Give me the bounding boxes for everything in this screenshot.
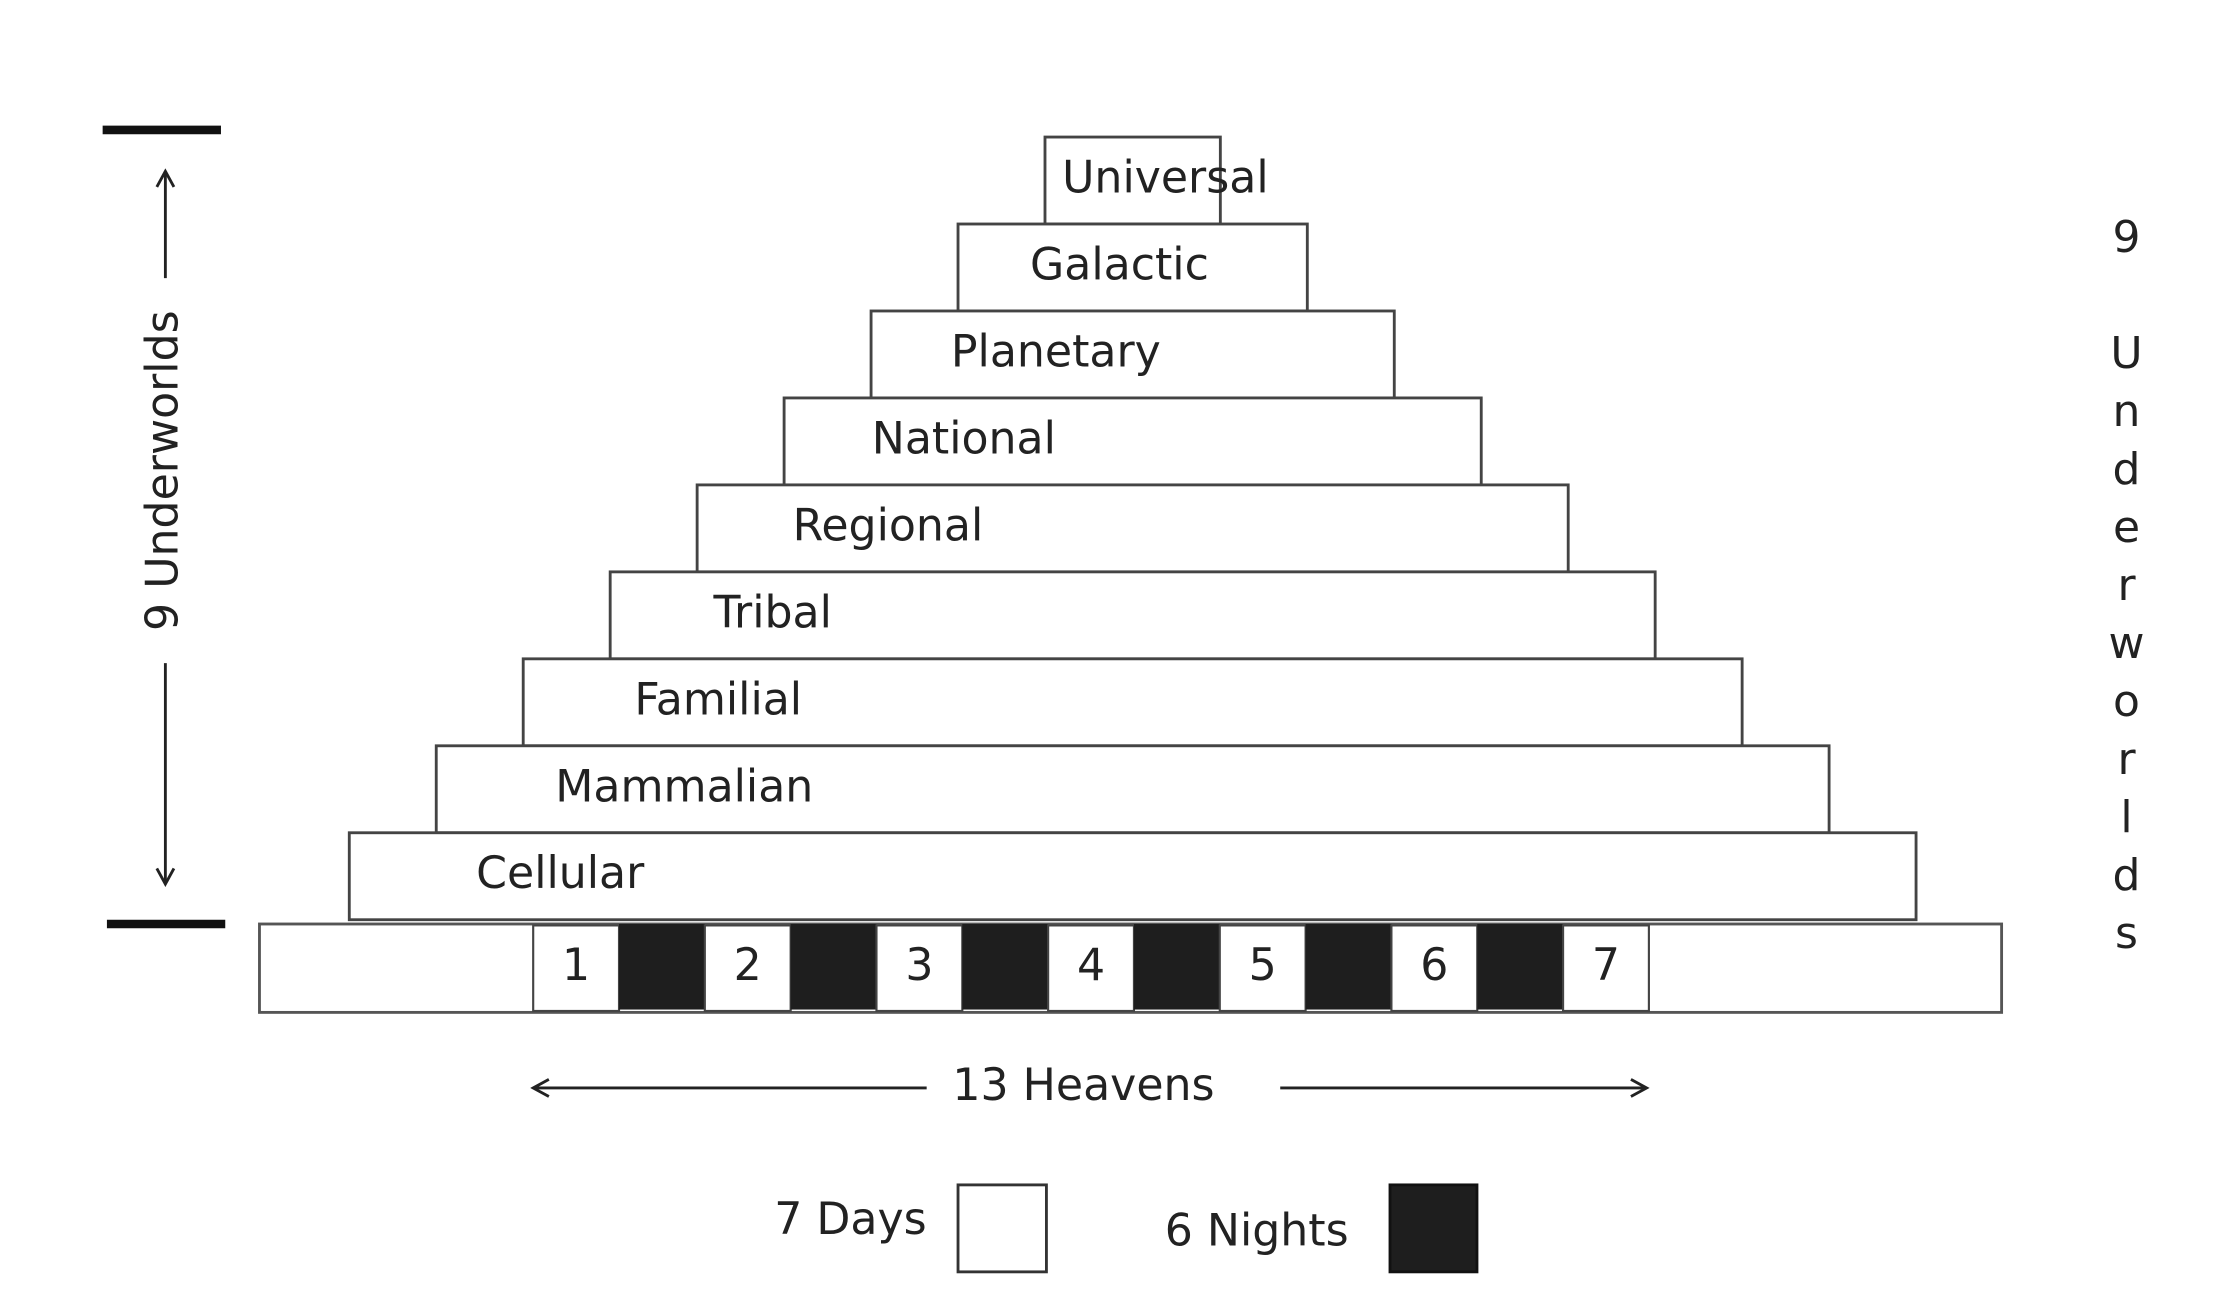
day-cell <box>1047 924 1136 1013</box>
day-cell <box>1562 924 1650 1013</box>
day-number: 5 <box>1249 940 1277 991</box>
heavens-arrow: 13 Heavens <box>533 1060 1646 1111</box>
level-label: National <box>872 413 1056 464</box>
level-box <box>956 222 1309 313</box>
day-cell <box>532 924 621 1013</box>
night-cell <box>1477 924 1564 1010</box>
day-number: 2 <box>734 940 762 991</box>
day-number: 4 <box>1077 940 1105 991</box>
legend: 7 Days 6 Nights <box>774 1183 1479 1274</box>
level-label: Regional <box>793 500 984 551</box>
day-number: 3 <box>905 940 933 991</box>
day-number: 7 <box>1592 940 1620 991</box>
night-cell <box>619 924 705 1010</box>
day-number: 6 <box>1420 940 1448 991</box>
legend-night-swatch <box>1388 1183 1479 1274</box>
day-cell <box>1390 924 1479 1013</box>
day-cell <box>875 924 964 1013</box>
left-label: 9 Underworlds <box>137 310 188 631</box>
pyramid: Universal Galactic Planetary National Region… <box>347 135 1918 922</box>
night-cell <box>1305 924 1392 1010</box>
level-label: Mammalian <box>555 761 813 812</box>
legend-nights: 6 Nights <box>1165 1205 1349 1256</box>
level-label: Galactic <box>1030 239 1209 290</box>
level-label: Familial <box>634 674 802 725</box>
day-cell <box>703 924 792 1013</box>
level-box <box>869 309 1396 400</box>
level-label: Universal <box>1062 153 1269 204</box>
level-label: Tribal <box>713 587 832 638</box>
day-night-cells: 1 2 3 4 5 6 7 <box>532 924 1650 1013</box>
night-cell <box>1133 924 1220 1010</box>
night-cell <box>962 924 1049 1010</box>
level-box <box>608 570 1657 661</box>
legend-day-swatch <box>956 1183 1048 1274</box>
level-box <box>782 396 1483 487</box>
right-label: 9 Underworlds <box>2101 212 2152 966</box>
bottom-label: 13 Heavens <box>952 1060 1214 1111</box>
day-number: 1 <box>562 940 590 991</box>
level-label: Cellular <box>476 848 645 899</box>
level-box <box>434 744 1831 835</box>
level-box <box>1043 135 1222 226</box>
night-cell <box>790 924 877 1010</box>
level-box <box>347 831 1918 922</box>
legend-days: 7 Days <box>774 1194 926 1245</box>
left-bracket: 9 Underworlds <box>102 125 226 929</box>
level-label: Planetary <box>951 326 1161 377</box>
